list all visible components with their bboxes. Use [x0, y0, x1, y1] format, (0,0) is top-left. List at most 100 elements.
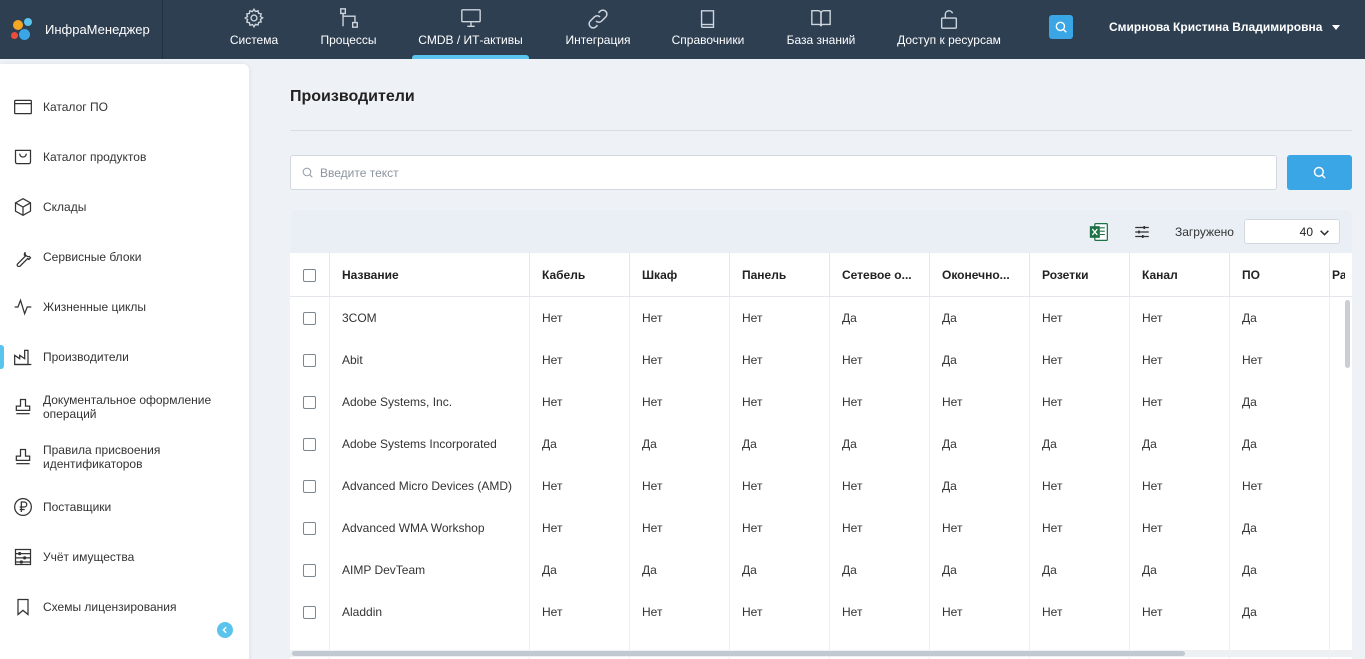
row-checkbox[interactable]: [303, 606, 316, 619]
column-header-software[interactable]: ПО: [1229, 253, 1329, 297]
cell-cabinet: Нет: [642, 479, 663, 493]
sidebar-collapse-button[interactable]: [217, 622, 233, 638]
sidebar-item-label: Документальное оформление операций: [43, 393, 212, 421]
cell-terminal: Нет: [942, 395, 963, 409]
nav-item-knowledge-base[interactable]: База знаний: [785, 0, 857, 59]
window-icon: [13, 97, 33, 117]
column-header-panel[interactable]: Панель: [729, 253, 829, 297]
table-row[interactable]: Adobe Systems, Inc. Нет Нет Нет Нет Нет Нет Нет…: [290, 381, 1330, 423]
column-settings-icon[interactable]: [1133, 223, 1151, 246]
nav-item-resource-access[interactable]: Доступ к ресурсам: [895, 0, 1003, 59]
loaded-count-value: 40: [1299, 224, 1313, 239]
cell-channel: Нет: [1142, 605, 1163, 619]
nav-item-cmdb[interactable]: CMDB / ИТ-активы: [412, 0, 529, 59]
sidebar-item-suppliers[interactable]: Поставщики: [0, 497, 249, 517]
table-row[interactable]: Aladdin Нет Нет Нет Нет Нет Нет Нет Да: [290, 591, 1330, 633]
cell-software: Да: [1242, 437, 1257, 451]
chevron-down-icon: [1320, 230, 1329, 236]
row-checkbox[interactable]: [303, 312, 316, 325]
loaded-count-select[interactable]: 40: [1244, 219, 1340, 244]
app-logo[interactable]: ИнфраМенеджер: [0, 0, 163, 59]
row-checkbox[interactable]: [303, 564, 316, 577]
nav-item-directories[interactable]: Справочники: [670, 0, 746, 59]
table-row[interactable]: Adobe Systems Incorporated Да Да Да Да Да Да Да…: [290, 423, 1330, 465]
column-header-channel[interactable]: Канал: [1129, 253, 1229, 297]
cell-panel: Нет: [742, 353, 763, 367]
cell-channel: Нет: [1142, 395, 1163, 409]
row-checkbox[interactable]: [303, 480, 316, 493]
global-search-button[interactable]: [1049, 15, 1073, 39]
cell-name: Abit: [342, 353, 363, 367]
sidebar-item-label: Каталог продуктов: [43, 150, 147, 164]
sidebar-item-property-accounting[interactable]: Учёт имущества: [0, 547, 249, 567]
cell-sockets: Нет: [1042, 353, 1063, 367]
sidebar-item-licensing-schemes[interactable]: Схемы лицензирования: [0, 597, 249, 617]
table-row[interactable]: 3COM Нет Нет Нет Да Да Нет Нет Да: [290, 297, 1330, 339]
select-all-checkbox[interactable]: [303, 269, 316, 282]
column-header-terminal[interactable]: Оконечно...: [929, 253, 1029, 297]
sidebar-item-warehouses[interactable]: Склады: [0, 197, 249, 217]
sidebar-item-product-catalog[interactable]: Каталог продуктов: [0, 147, 249, 167]
sidebar-item-service-blocks[interactable]: Сервисные блоки: [0, 247, 249, 267]
book-icon: [700, 10, 715, 28]
sidebar-item-software-catalog[interactable]: Каталог ПО: [0, 97, 249, 117]
abacus-icon: [13, 547, 33, 567]
user-menu[interactable]: Смирнова Кристина Владимировна: [1109, 20, 1341, 34]
cell-cabinet: Нет: [642, 605, 663, 619]
column-divider: [929, 297, 930, 659]
cell-software: Нет: [1242, 353, 1263, 367]
column-header-sockets[interactable]: Розетки: [1029, 253, 1129, 297]
nav-label: Доступ к ресурсам: [897, 33, 1001, 47]
table-toolbar: Загружено 40: [290, 210, 1352, 253]
sidebar-item-identifier-rules[interactable]: Правила присвоения идентификаторов: [0, 443, 249, 471]
cell-name: Adobe Systems, Inc.: [342, 395, 453, 409]
cell-cable: Нет: [542, 521, 563, 535]
horizontal-scrollbar-thumb[interactable]: [292, 651, 1185, 656]
logo-icon: [11, 17, 37, 43]
cell-cabinet: Нет: [642, 521, 663, 535]
sidebar-item-label: Схемы лицензирования: [43, 600, 177, 614]
sidebar-item-label: Склады: [43, 200, 87, 214]
sidebar-item-manufacturers[interactable]: Производители: [0, 345, 249, 369]
pulse-icon: [13, 297, 33, 317]
cell-terminal: Да: [942, 563, 957, 577]
vertical-scrollbar[interactable]: [1343, 297, 1352, 659]
cell-cable: Да: [542, 437, 557, 451]
search-input[interactable]: [320, 165, 1220, 180]
table-row[interactable]: AIMP DevTeam Да Да Да Да Да Да Да Да: [290, 549, 1330, 591]
row-checkbox[interactable]: [303, 396, 316, 409]
manufacturers-table: Загружено 40 Название Кабель Шкаф Панель…: [290, 210, 1352, 659]
table-row[interactable]: Advanced Micro Devices (AMD) Нет Нет Нет Нет…: [290, 465, 1330, 507]
cell-name: Advanced Micro Devices (AMD): [342, 479, 513, 493]
search-field[interactable]: [290, 155, 1277, 190]
column-header-cabinet[interactable]: Шкаф: [629, 253, 729, 297]
cell-channel: Нет: [1142, 479, 1163, 493]
cell-channel: Нет: [1142, 311, 1163, 325]
cell-software: Да: [1242, 605, 1257, 619]
unlock-icon: [940, 10, 958, 29]
search-button[interactable]: [1287, 155, 1352, 190]
table-row[interactable]: Advanced WMA Workshop Нет Нет Нет Нет Нет Нет Н…: [290, 507, 1330, 549]
row-checkbox[interactable]: [303, 354, 316, 367]
sidebar-item-label: Правила присвоения идентификаторов: [43, 443, 161, 471]
wrench-icon: [13, 247, 33, 267]
column-header-network[interactable]: Сетевое о...: [829, 253, 929, 297]
nav-item-integration[interactable]: Интеграция: [563, 0, 633, 59]
table-row[interactable]: Abit Нет Нет Нет Нет Да Нет Нет Нет: [290, 339, 1330, 381]
cell-sockets: Да: [1042, 437, 1057, 451]
excel-export-icon[interactable]: [1089, 222, 1109, 247]
column-header-truncated[interactable]: Ра: [1329, 253, 1345, 297]
column-divider: [1029, 297, 1030, 659]
sidebar-item-label: Жизненные циклы: [43, 300, 147, 314]
column-header-name[interactable]: Название: [329, 253, 530, 297]
cell-name: Adobe Systems Incorporated: [342, 437, 497, 451]
vertical-scrollbar-thumb[interactable]: [1345, 300, 1350, 368]
sidebar-item-lifecycles[interactable]: Жизненные циклы: [0, 297, 249, 317]
nav-item-processes[interactable]: Процессы: [318, 0, 379, 59]
row-checkbox[interactable]: [303, 438, 316, 451]
column-header-cable[interactable]: Кабель: [529, 253, 629, 297]
nav-item-system[interactable]: Система: [226, 0, 282, 59]
row-checkbox[interactable]: [303, 522, 316, 535]
cell-sockets: Нет: [1042, 521, 1063, 535]
sidebar-item-documentation[interactable]: Документальное оформление операций: [0, 393, 249, 421]
